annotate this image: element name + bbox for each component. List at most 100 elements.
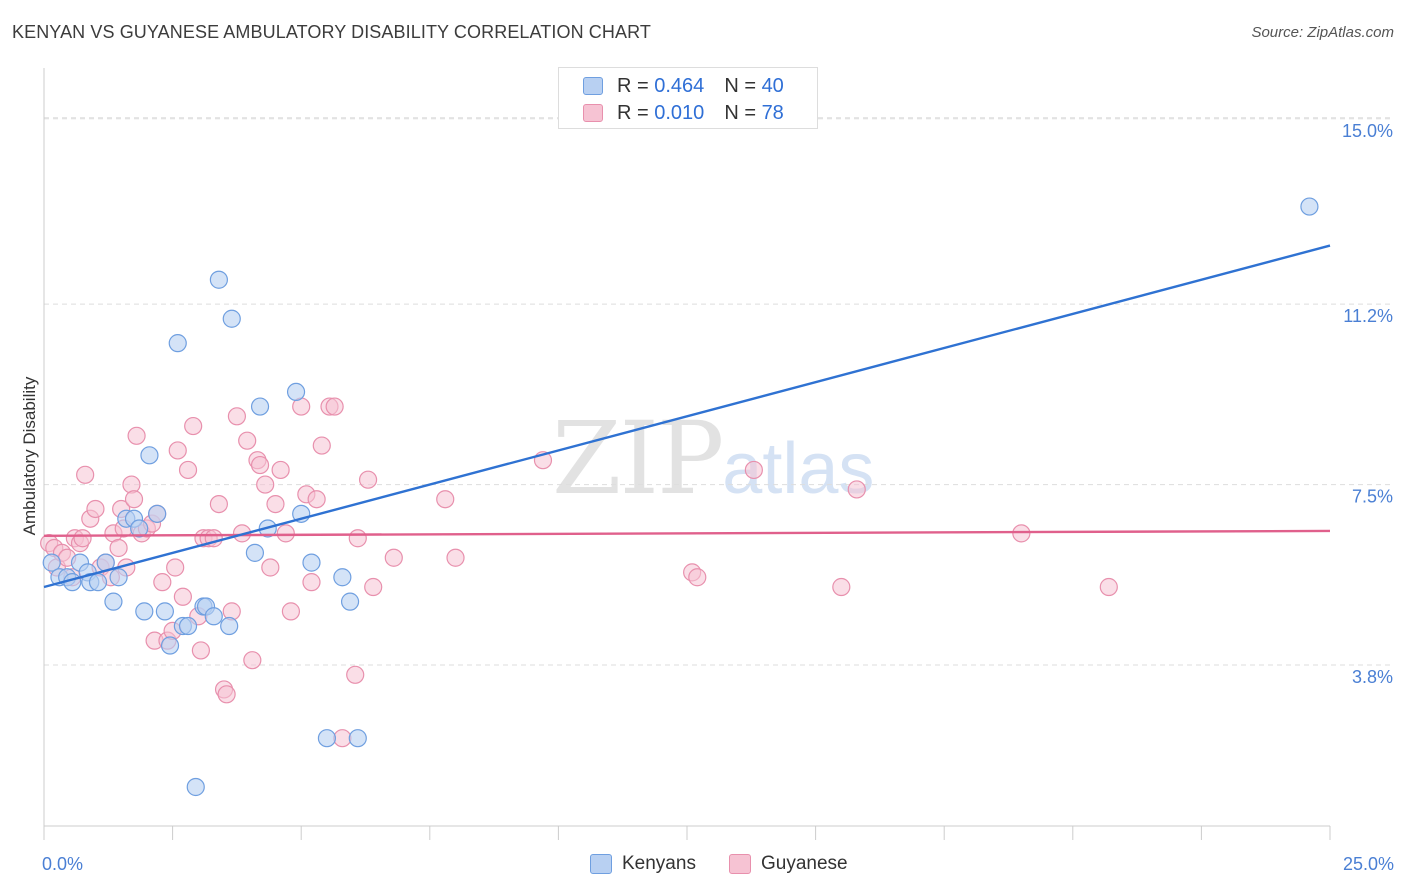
guyanese-point [173,587,192,606]
legend-row-guyanese: R = 0.010 N = 78 [583,100,784,126]
guyanese-point [333,729,352,748]
guyanese-point [209,494,228,514]
guyanese-point [847,480,866,499]
guyanese-point [358,470,378,489]
trend-layer [43,244,1331,589]
guyanese-point [243,651,262,670]
guyanese-point [744,460,763,480]
kenyans-point [42,553,61,572]
guyanese-swatch [583,104,603,122]
kenyans-n-value: 40 [761,74,784,97]
guyanese-point [191,641,210,660]
guyanese-point [166,558,185,577]
guyanese-r-value: 0.010 [654,101,705,124]
guyanese-point [281,602,301,621]
guyanese-point [436,490,455,509]
kenyans-point [160,636,180,655]
kenyans-swatch [583,77,603,95]
guyanese-point [227,407,246,426]
kenyans-point [109,568,128,587]
grid-layer [44,117,1394,666]
guyanese-point [832,577,851,597]
bottom-legend-guyanese: Guyanese [729,851,848,877]
guyanese-point [168,441,187,460]
kenyans-point [204,607,223,626]
guyanese-legend-label: Guyanese [761,853,848,874]
y-tick-label: 11.2% [1343,306,1393,326]
kenyans-swatch [590,854,612,874]
guyanese-point [348,529,367,548]
guyanese-point [261,558,280,577]
kenyans-point [245,543,265,562]
guyanese-point [312,436,331,455]
x-tick-label: 25.0% [1343,854,1394,874]
guyanese-point [364,577,383,597]
kenyans-point [348,729,367,748]
guyanese-point [271,460,290,480]
guyanese-point [153,573,172,592]
kenyans-point [333,568,352,587]
y-tick-label: 15.0% [1342,121,1393,141]
kenyans-point [130,519,149,538]
guyanese-point [184,416,203,436]
guyanese-point [384,548,403,567]
guyanese-points [40,397,1118,748]
kenyans-point [250,397,270,416]
legend-n-label: N = [724,74,762,97]
kenyans-point [209,270,228,289]
guyanese-point [302,573,321,592]
legend-row-kenyans: R = 0.464 N = 40 [583,73,784,99]
kenyans-point [135,602,154,621]
kenyans-point [317,729,337,748]
guyanese-point [325,397,344,416]
kenyans-point [302,553,321,572]
legend-r-label: R = [617,101,655,124]
guyanese-point [109,538,128,558]
kenyans-point [155,602,174,621]
guyanese-point [217,685,236,704]
kenyans-point [104,592,123,611]
stats-legend: R = 0.464 N = 40 R = 0.010 N = 78 [558,67,818,129]
guyanese-point [446,548,465,567]
y-axis-title: Ambulatory Disability [20,376,39,535]
kenyans-point [222,309,241,328]
kenyans-point [1300,197,1319,216]
guyanese-point [1012,524,1031,543]
kenyans-point [178,616,198,636]
guyanese-point [86,499,105,519]
kenyans-trendline [43,244,1331,589]
kenyans-point [286,382,306,402]
guyanese-point [250,455,270,475]
guyanese-point [178,460,198,480]
watermark: ZIPatlas [552,400,874,517]
guyanese-point [307,490,326,509]
guyanese-n-value: 78 [761,101,784,124]
guyanese-point [688,568,707,587]
guyanese-trendline [43,529,1331,537]
kenyans-point [168,334,187,353]
kenyans-point [186,777,205,797]
bottom-legend-kenyans: Kenyans [590,851,696,877]
kenyans-r-value: 0.464 [654,74,705,97]
y-tick-label: 3.8% [1352,667,1393,687]
guyanese-point [346,665,365,684]
guyanese-point [1099,577,1118,597]
watermark-zip: ZIP [552,400,724,517]
legend-r-label: R = [617,74,655,97]
guyanese-point [73,529,92,548]
label-layer: 3.8% 7.5% 11.2% 15.0% 0.0% 25.0% Ambulatory Di… [20,121,1394,874]
source-credit: Source: ZipAtlas.com [1251,24,1394,41]
y-tick-label: 7.5% [1352,487,1393,507]
kenyans-point [140,446,159,465]
x-tick-label: 0.0% [42,854,83,874]
guyanese-point [238,431,257,450]
kenyans-point [340,592,360,611]
kenyans-point [148,504,167,523]
kenyans-points [42,197,1319,797]
axis-layer [43,68,1331,840]
guyanese-swatch [729,854,751,874]
legend-n-label: N = [724,101,762,124]
kenyans-point [88,573,108,592]
guyanese-point [276,524,295,543]
